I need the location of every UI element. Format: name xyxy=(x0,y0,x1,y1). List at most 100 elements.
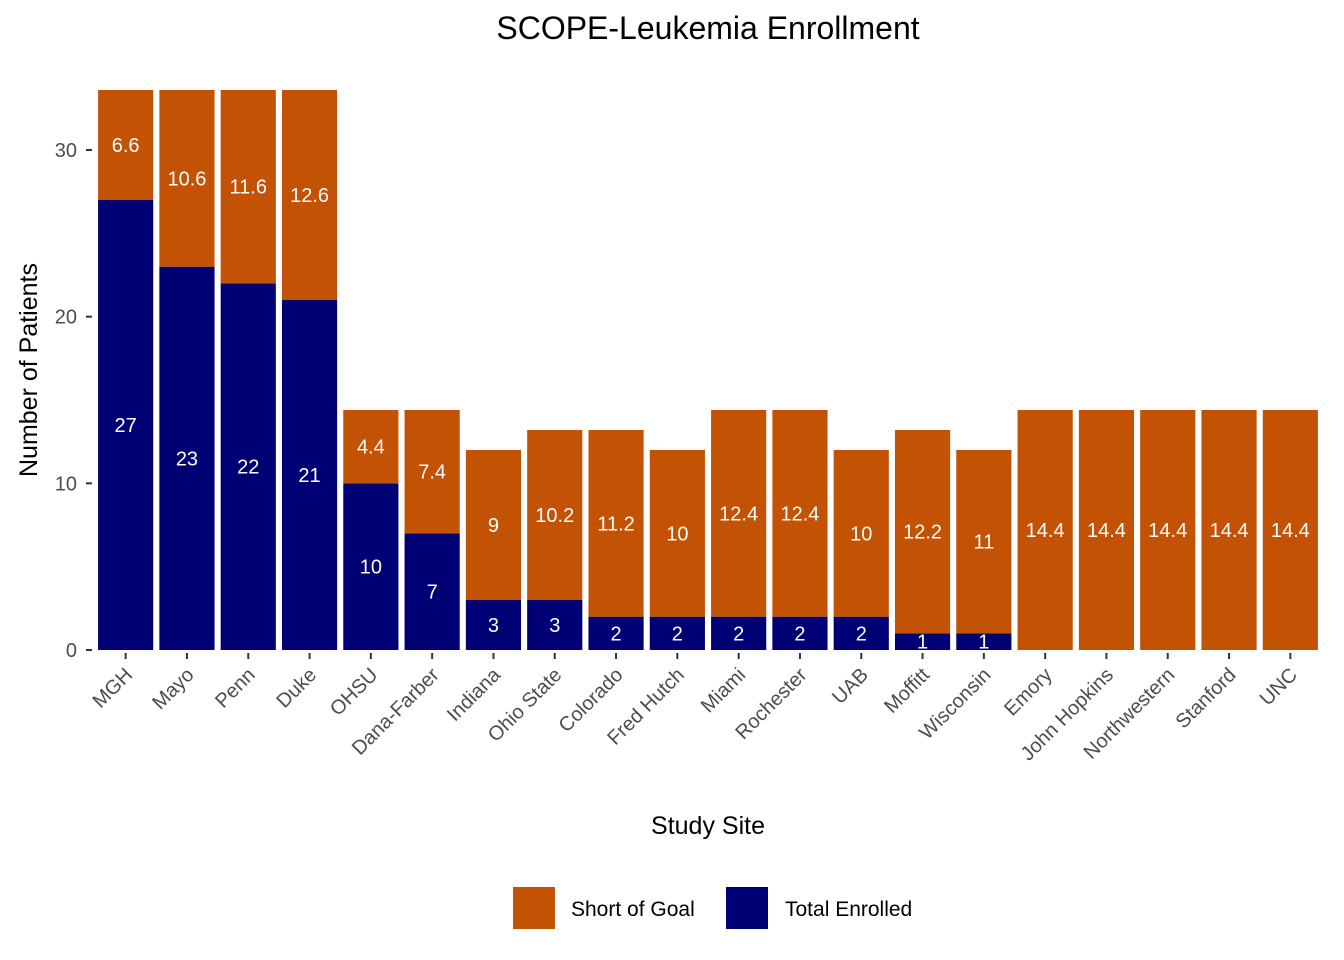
x-tick-label: OHSU xyxy=(326,664,382,720)
bar-enrolled xyxy=(220,283,276,650)
bar-short-of-goal xyxy=(956,450,1012,634)
bar-short-of-goal xyxy=(833,450,889,617)
bar-value-label: 1 xyxy=(917,632,928,654)
legend-label: Short of Goal xyxy=(571,898,695,921)
bar-enrolled xyxy=(343,483,399,650)
bar-short-of-goal xyxy=(711,410,767,617)
bar-value-label: 14.4 xyxy=(1271,520,1310,542)
bar-value-label: 10 xyxy=(360,557,382,579)
bar-value-label: 7 xyxy=(427,582,438,604)
bar-short-of-goal xyxy=(1201,410,1257,650)
bar-enrolled xyxy=(404,533,460,650)
bar-value-label: 27 xyxy=(115,415,137,437)
bar-value-label: 14.4 xyxy=(1210,520,1249,542)
bar-value-label: 3 xyxy=(549,615,560,637)
y-tick-label: 0 xyxy=(66,640,77,662)
bar-enrolled xyxy=(98,200,154,650)
legend: Short of Goal Total Enrolled xyxy=(513,887,912,929)
bar-short-of-goal xyxy=(527,430,583,600)
bar-value-label: 10.6 xyxy=(167,168,206,190)
bar-value-label: 14.4 xyxy=(1148,520,1187,542)
legend-swatch xyxy=(513,887,555,929)
bar-value-label: 12.2 xyxy=(903,522,942,544)
y-tick-label: 30 xyxy=(55,140,77,162)
x-tick-label: Stanford xyxy=(1172,664,1241,733)
bar-value-label: 11.2 xyxy=(597,513,634,535)
bar-value-label: 3 xyxy=(488,615,499,637)
bar-value-label: 12.4 xyxy=(780,503,819,525)
x-tick-label: Mayo xyxy=(148,664,198,714)
bar-short-of-goal xyxy=(1140,410,1196,650)
bar-enrolled xyxy=(159,266,215,650)
y-tick-label: 10 xyxy=(55,473,77,495)
bar-enrolled xyxy=(894,633,951,650)
y-axis: 0 10 20 30 xyxy=(55,140,92,662)
bar-value-label: 23 xyxy=(176,448,198,470)
bar-value-label: 6.6 xyxy=(112,135,140,157)
bar-enrolled xyxy=(527,600,583,650)
legend-label: Total Enrolled xyxy=(785,898,912,921)
bar-enrolled xyxy=(956,633,1012,650)
x-tick-label: Penn xyxy=(211,664,260,713)
bar-value-label: 14.4 xyxy=(1087,520,1126,542)
bar-value-label: 12.4 xyxy=(719,503,758,525)
bar-value-label: 22 xyxy=(237,457,259,479)
bar-short-of-goal xyxy=(343,410,399,484)
bar-value-label: 2 xyxy=(794,623,805,645)
bar-value-label: 14.4 xyxy=(1026,520,1065,542)
bar-enrolled xyxy=(833,616,889,650)
bar-value-label: 2 xyxy=(610,623,621,645)
bar-enrolled xyxy=(649,616,705,650)
bar-value-label: 1 xyxy=(978,632,989,654)
bar-short-of-goal xyxy=(1017,410,1073,650)
bar-short-of-goal xyxy=(159,90,215,267)
bar-short-of-goal xyxy=(220,90,276,284)
x-tick-label: Moffitt xyxy=(880,664,934,718)
x-tick-label: Duke xyxy=(273,664,322,713)
bar-short-of-goal xyxy=(588,430,644,617)
x-tick-label: Emory xyxy=(1000,664,1056,720)
x-axis-title: Study Site xyxy=(651,812,765,840)
bar-enrolled xyxy=(588,616,644,650)
bar-value-label: 10 xyxy=(666,523,688,545)
bar-short-of-goal xyxy=(281,90,338,300)
bar-value-label: 21 xyxy=(298,465,320,487)
bar-enrolled xyxy=(711,616,767,650)
bars xyxy=(98,90,1318,650)
bar-short-of-goal xyxy=(1262,410,1318,650)
bar-short-of-goal xyxy=(772,410,828,617)
bar-short-of-goal xyxy=(465,450,522,600)
x-tick-label: Indiana xyxy=(443,663,506,726)
bar-value-label: 11 xyxy=(973,532,994,554)
bar-value-label: 4.4 xyxy=(357,437,385,459)
bar-value-label: 2 xyxy=(672,623,683,645)
bar-value-label: 9 xyxy=(488,515,499,537)
bar-enrolled xyxy=(281,300,338,650)
x-tick-label: MGH xyxy=(89,664,138,713)
bar-enrolled xyxy=(465,600,522,650)
bar-value-label: 2 xyxy=(856,623,867,645)
bar-short-of-goal xyxy=(98,90,154,200)
bar-value-label: 10 xyxy=(850,523,872,545)
bar-short-of-goal xyxy=(1078,410,1135,650)
bar-value-label: 12.6 xyxy=(290,185,329,207)
x-tick-label: Miami xyxy=(697,664,750,717)
x-tick-label: UNC xyxy=(1256,664,1302,710)
chart-title: SCOPE-Leukemia Enrollment xyxy=(496,10,919,46)
bar-value-label: 2 xyxy=(733,623,744,645)
y-tick-label: 20 xyxy=(55,307,77,329)
bar-short-of-goal xyxy=(894,430,951,634)
bar-value-label: 10.2 xyxy=(535,505,574,527)
y-axis-title: Number of Patients xyxy=(15,263,43,477)
bar-short-of-goal xyxy=(649,450,705,617)
bar-value-label: 11.6 xyxy=(230,177,267,199)
legend-swatch xyxy=(726,887,768,929)
bar-value-label: 7.4 xyxy=(418,462,446,484)
bar-short-of-goal xyxy=(404,410,460,534)
x-tick-label: UAB xyxy=(828,664,873,709)
bar-enrolled xyxy=(772,616,828,650)
bar-labels: 276.62310.62211.62112.6104.477.439310.22… xyxy=(112,135,1310,654)
